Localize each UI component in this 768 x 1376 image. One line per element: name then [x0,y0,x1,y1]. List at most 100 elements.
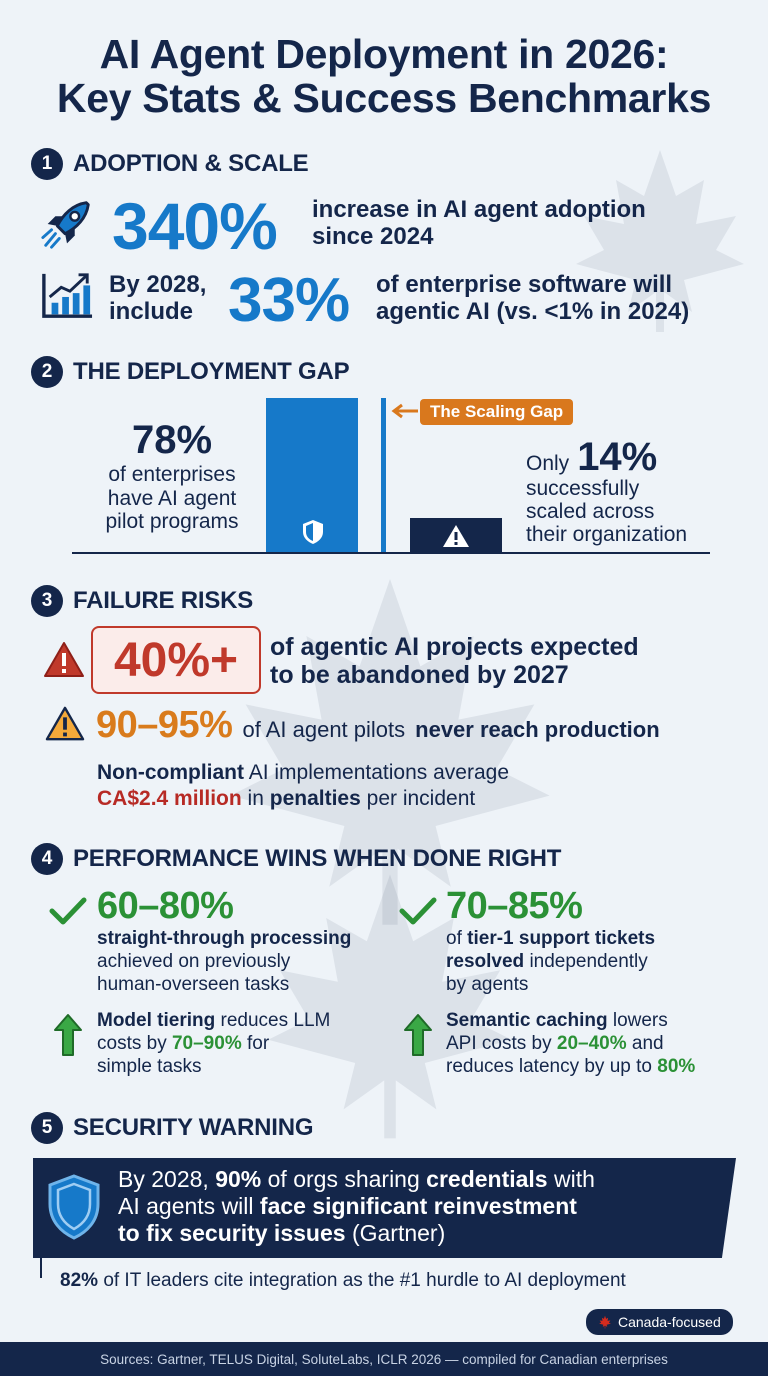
section-title: ADOPTION & SCALE [73,150,309,177]
text-line: of enterprise software will [376,271,673,298]
text-line: in [247,787,264,811]
text-line: costs by [97,1032,167,1054]
text-line: 82% [60,1270,99,1291]
adoption-increase-text: increase in AI agent adoption since 2024 [312,196,646,251]
section-title: THE DEPLOYMENT GAP [73,358,350,385]
integration-note: 82% of IT leaders cite integration as th… [60,1270,626,1292]
maple-leaf-icon [599,1315,611,1329]
text-line: resolved [446,950,525,972]
section-1-header: 1 ADOPTION & SCALE [31,148,309,180]
arrow-left-icon [391,403,418,419]
shield-icon [303,520,323,544]
pilot-programs-stat: 78% of enterprises have AI agent pilot p… [92,420,252,534]
text-line: Only [526,452,570,475]
abandoned-value-box: 40%+ [91,626,261,694]
tickets-text: of tier-1 support tickets resolved indep… [446,928,655,996]
text-line: simple tasks [97,1055,202,1077]
text-line: with [554,1166,595,1192]
section-number: 5 [31,1112,63,1144]
model-tiering-tip: Model tiering reduces LLM costs by 70–90… [97,1010,330,1078]
arrow-up-icon [404,1014,432,1056]
text-line: By 2028, [118,1166,209,1192]
text-line: of orgs sharing [267,1166,420,1192]
scaling-gap-tag: The Scaling Gap [420,399,574,425]
security-warning-text: By 2028, 90% of orgs sharing credentials… [118,1166,595,1247]
stp-value: 60–80% [97,885,234,927]
section-number: 1 [31,148,63,180]
gap-indicator-line [381,398,386,553]
page-title: AI Agent Deployment in 2026: Key Stats &… [0,32,768,121]
chart-baseline [72,552,710,554]
text-line: include [109,297,194,325]
section-title: SECURITY WARNING [73,1114,314,1141]
text-line: for [247,1032,270,1054]
text-line: API costs by [446,1032,552,1054]
scaled-stat: Only 14% successfully scaled across thei… [526,437,687,546]
adoption-forecast-prefix: By 2028, include [109,271,207,326]
penalty-amount: CA$2.4 million [97,787,242,811]
title-line-1: AI Agent Deployment in 2026: [99,31,669,77]
canada-focused-badge: Canada-focused [586,1309,733,1335]
semantic-caching-tip: Semantic caching lowers API costs by 20–… [446,1010,695,1078]
warning-icon [443,525,469,547]
text-line: achieved on previously [97,950,291,972]
text-line: By 2028, [109,271,207,298]
text-line: Non-compliant [97,761,244,784]
scaled-value: 14% [577,435,658,479]
text-line: 70–90% [171,1032,242,1054]
shield-icon [48,1174,100,1240]
text-line: have AI agent [107,486,237,510]
text-line: of enterprises [108,463,236,486]
stp-text: straight-through processing achieved on … [97,928,351,996]
text-line: of AI agent pilots [242,717,406,742]
badge-label: Canada-focused [618,1314,721,1330]
text-line: to fix security issues [118,1220,346,1247]
abandoned-text: of agentic AI projects expected to be ab… [270,633,639,689]
section-3-header: 3 FAILURE RISKS [31,585,253,617]
rocket-icon [41,201,90,249]
section-number: 2 [31,356,63,388]
maple-leaf-watermark [230,579,550,925]
sources-text: Sources: Gartner, TELUS Digital, SoluteL… [100,1351,668,1367]
text-line: agentic AI (vs. <1% in 2024) [376,297,690,325]
text-line: reduces LLM [220,1010,331,1031]
warning-icon [44,642,84,677]
caution-icon [45,706,85,741]
text-line: credentials [426,1166,548,1192]
security-warning-banner [33,1158,736,1258]
pilot-programs-value: 78% [131,418,213,462]
section-number: 3 [31,585,63,617]
text-line: human-overseen tasks [97,973,290,995]
text-line: successfully [526,477,640,500]
text-line: of agentic AI projects expected [270,633,639,661]
text-line: increase in AI agent adoption [312,196,646,223]
text-line: face significant reinvestment [259,1193,577,1220]
abandoned-value: 40%+ [113,633,239,687]
adoption-increase-value: 340% [112,189,278,263]
section-number: 4 [31,843,63,875]
section-5-header: 5 SECURITY WARNING [31,1112,314,1144]
checkmark-icon [399,897,437,925]
text-line: 20–40% [556,1032,627,1054]
text-line: straight-through processing [97,928,352,949]
text-line: 90% [215,1166,262,1192]
adoption-forecast-value: 33% [228,266,350,335]
checkmark-icon [49,897,87,925]
section-4-header: 4 PERFORMANCE WINS WHEN DONE RIGHT [31,843,561,875]
text-line: Model tiering [97,1010,216,1031]
compliance-stat: Non-compliant AI implementations average… [97,760,509,813]
text-line: per incident [366,787,476,811]
text-line: AI agents will [118,1193,254,1220]
text-line: of IT leaders cite integration as the #1… [103,1270,626,1291]
text-line: since 2024 [312,222,434,250]
text-line: by agents [446,973,529,995]
section-title: FAILURE RISKS [73,587,254,614]
maple-leaf-watermark [268,874,512,1139]
section-2-header: 2 THE DEPLOYMENT GAP [31,356,350,388]
text-line: 80% [657,1055,696,1077]
text-line: tier-1 support tickets [467,928,656,949]
text-line: penalties [269,787,361,811]
text-line: scaled across [526,500,655,524]
maple-leaf-watermark [576,150,744,332]
sources-footer: Sources: Gartner, TELUS Digital, SoluteL… [0,1342,768,1376]
